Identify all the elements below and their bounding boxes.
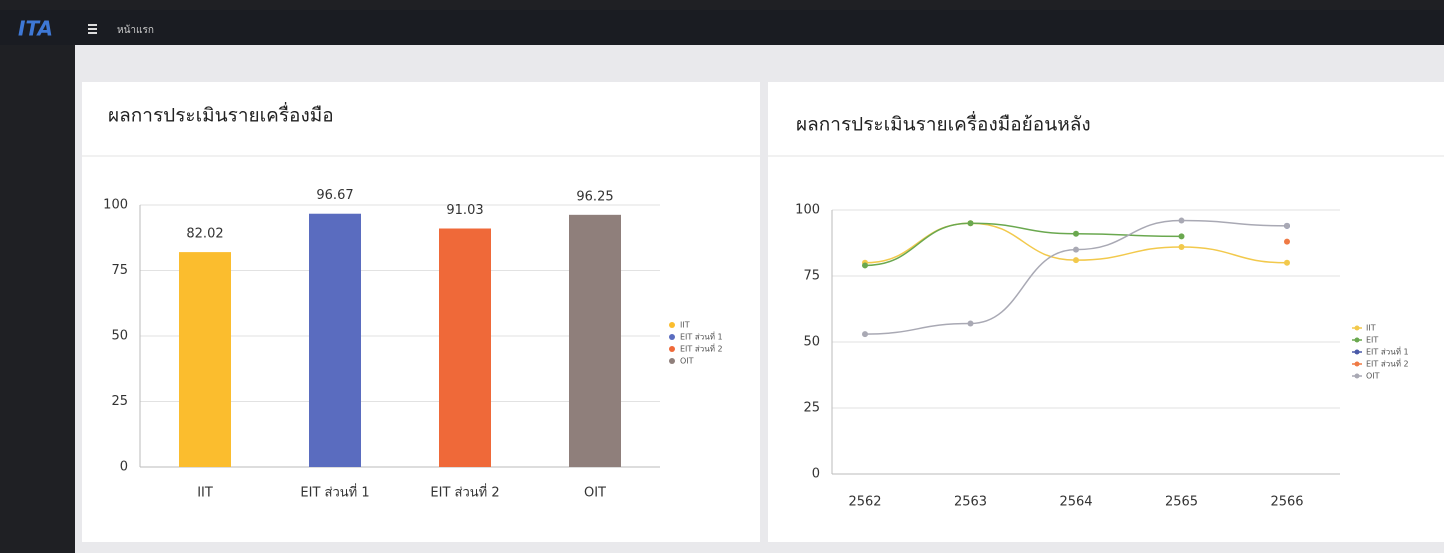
legend-swatch [669, 334, 675, 340]
y-tick-label: 75 [111, 263, 128, 278]
legend-label: EIT ส่วนที่ 1 [1366, 346, 1409, 357]
point [967, 220, 974, 227]
logo[interactable]: ITA [18, 17, 53, 41]
legend-swatch [1354, 349, 1360, 355]
data-label: 96.67 [316, 188, 353, 203]
legend-swatch [1354, 373, 1360, 379]
y-tick-label: 50 [111, 329, 128, 344]
point [1178, 243, 1185, 250]
x-tick-label: OIT [584, 486, 606, 501]
legend-label: OIT [1366, 372, 1380, 381]
x-tick-label: EIT ส่วนที่ 1 [300, 484, 369, 501]
point [1284, 238, 1290, 245]
legend-swatch [669, 358, 675, 364]
y-tick-label: 50 [803, 335, 820, 350]
legend-label: EIT [1366, 336, 1378, 345]
legend-label: OIT [680, 357, 694, 366]
bar [309, 213, 361, 467]
legend-label: EIT ส่วนที่ 1 [680, 331, 723, 342]
y-tick-label: 100 [795, 203, 820, 218]
point [1073, 230, 1079, 237]
point [1178, 233, 1185, 240]
legend-label: EIT ส่วนที่ 2 [1366, 358, 1409, 369]
x-tick-label: EIT ส่วนที่ 2 [430, 484, 499, 501]
bar [179, 252, 231, 467]
point [967, 320, 974, 327]
y-tick-label: 100 [103, 198, 128, 213]
x-tick-label: 2564 [1059, 495, 1092, 510]
legend-label: IIT [1366, 324, 1376, 333]
menu-item[interactable]: หน้าแรก [117, 24, 154, 36]
y-tick-label: 0 [812, 467, 820, 482]
y-tick-label: 25 [111, 394, 128, 409]
panel-title: ผลการประเมินรายเครื่องมือ [108, 102, 334, 127]
data-label: 91.03 [446, 203, 483, 218]
y-tick-label: 25 [803, 401, 820, 416]
bar [439, 228, 491, 467]
legend-swatch [669, 322, 675, 328]
point [1073, 257, 1079, 264]
legend-swatch [1354, 325, 1360, 331]
legend-swatch [1354, 337, 1360, 343]
legend-label: IIT [680, 321, 690, 330]
bar [569, 214, 621, 467]
x-tick-label: 2566 [1270, 495, 1303, 510]
point [862, 331, 868, 338]
legend-swatch [669, 346, 675, 352]
data-label: 82.02 [186, 227, 223, 242]
line [864, 222, 1182, 267]
x-tick-label: 2565 [1165, 495, 1198, 510]
legend-swatch [1354, 361, 1360, 367]
menu-icon[interactable] [88, 24, 97, 34]
y-tick-label: 75 [803, 269, 820, 284]
legend-label: EIT ส่วนที่ 2 [680, 343, 723, 354]
x-tick-label: IIT [197, 486, 213, 501]
point [1284, 259, 1290, 266]
x-tick-label: 2563 [954, 495, 987, 510]
point [1073, 246, 1079, 253]
point [862, 262, 868, 269]
y-tick-label: 0 [120, 460, 128, 475]
point [1178, 217, 1185, 224]
point [1284, 222, 1290, 229]
data-label: 96.25 [576, 189, 613, 204]
x-tick-label: 2562 [848, 495, 881, 510]
panel [768, 82, 1444, 542]
top-bar [0, 10, 1444, 45]
panel-title: ผลการประเมินรายเครื่องมือย้อนหลัง [796, 111, 1091, 136]
